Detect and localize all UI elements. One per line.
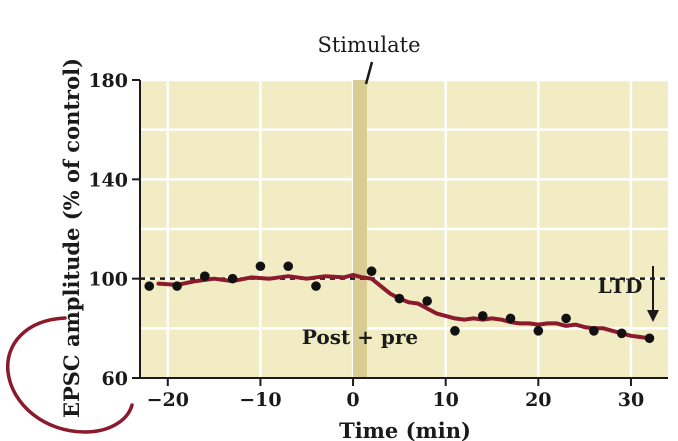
x-tick-label: 20 — [525, 389, 551, 411]
data-point — [450, 326, 460, 336]
axes: −20 −10 0 10 20 30 60 100 140 180 — [88, 70, 668, 411]
x-tick-label: −20 — [147, 389, 189, 411]
y-ticks: 60 100 140 180 — [88, 70, 140, 390]
y-tick-label: 100 — [88, 269, 128, 291]
data-point — [366, 266, 377, 277]
y-tick-label: 140 — [88, 169, 128, 191]
ltd-annotation: LTD — [598, 274, 643, 298]
data-point — [644, 333, 655, 344]
data-point — [616, 328, 627, 339]
data-point — [200, 271, 210, 281]
data-point — [311, 281, 321, 291]
data-point — [533, 326, 544, 336]
y-tick-label: 60 — [102, 368, 128, 390]
data-point — [394, 293, 405, 304]
x-tick-label: 0 — [346, 389, 359, 411]
y-axis-title: EPSC amplitude (% of control) — [59, 58, 84, 418]
ltd-arrow — [647, 266, 659, 322]
data-point — [283, 261, 294, 272]
data-point — [172, 281, 182, 291]
plot-area — [140, 78, 668, 378]
stimulate-label: Stimulate — [317, 33, 420, 57]
data-point — [477, 311, 488, 321]
data-point — [144, 281, 155, 291]
series-line-average — [156, 272, 652, 341]
x-axis-title: Time (min) — [339, 418, 471, 441]
annotation-circle — [6, 316, 134, 434]
data-point — [227, 273, 238, 284]
data-point — [422, 296, 432, 306]
stimulate-pointer — [364, 61, 374, 85]
stimulation-band — [353, 80, 367, 378]
post-pre-annotation: Post + pre — [302, 325, 418, 349]
x-ticks: −20 −10 0 10 20 30 — [147, 378, 644, 411]
x-tick-label: 30 — [618, 389, 644, 411]
data-point — [255, 261, 266, 272]
x-tick-label: 10 — [432, 389, 458, 411]
data-points — [144, 261, 655, 344]
data-point — [561, 313, 571, 324]
data-point — [505, 313, 516, 324]
y-tick-label: 180 — [88, 70, 128, 92]
x-tick-label: −10 — [239, 389, 281, 411]
data-point — [589, 326, 599, 336]
